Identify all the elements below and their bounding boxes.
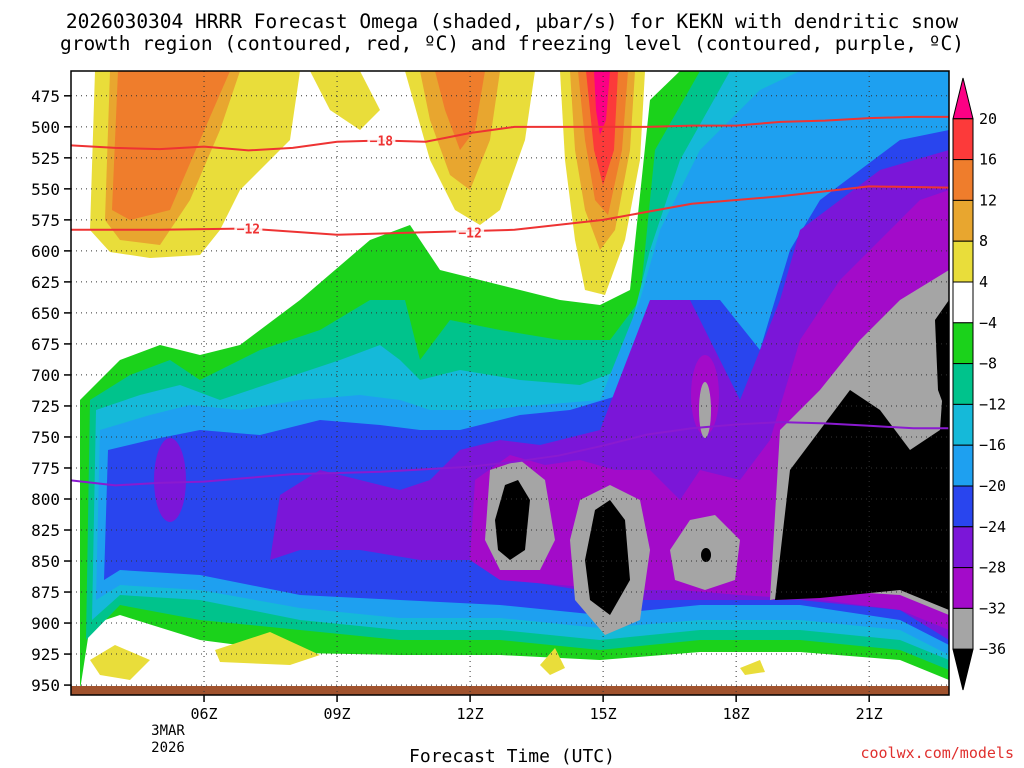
x-tick-label: 15Z xyxy=(590,705,617,723)
y-tick-label: 575 xyxy=(31,211,60,230)
chart-title-line1: 2026030304 HRRR Forecast Omega (shaded, … xyxy=(65,10,959,33)
y-tick-label: 725 xyxy=(31,397,60,416)
y-tick-label: 925 xyxy=(31,645,60,664)
omega-band xyxy=(935,300,949,420)
colorbar-swatch xyxy=(952,607,974,650)
dgz-minus18-label-bg xyxy=(367,133,396,148)
colorbar-label: −16 xyxy=(979,436,1006,454)
dgz-minus18-contour xyxy=(71,115,949,152)
omega-band xyxy=(90,645,150,680)
omega-core xyxy=(701,548,711,562)
colorbar-swatch xyxy=(952,240,974,283)
omega-band xyxy=(594,71,610,135)
colorbar-label: 8 xyxy=(979,232,988,250)
y-tick-label: 825 xyxy=(31,521,60,540)
y-tick-label: 800 xyxy=(31,490,60,509)
freezing-level-contour xyxy=(71,421,949,487)
colorbar-label: 20 xyxy=(979,110,997,128)
colorbar-label: 4 xyxy=(979,273,988,291)
colorbar-swatch xyxy=(952,281,974,324)
colorbar: 20 16 12 8 4 −4 −8 −12 −16 −20 −24 −28 −32 −36 xyxy=(952,77,1006,691)
omega-band xyxy=(435,71,485,150)
dgz-minus18-label: −18 xyxy=(370,134,394,149)
y-tick-label: 550 xyxy=(31,180,60,199)
dgz-minus12-label-1-bg xyxy=(234,221,263,236)
omega-band xyxy=(740,660,765,675)
contour-lines xyxy=(71,115,949,487)
dgz-minus12-contour xyxy=(71,185,949,236)
y-tick-label: 475 xyxy=(31,87,60,106)
plot-frame xyxy=(70,70,950,696)
dgz-minus12-label-2-bg xyxy=(456,225,485,240)
colorbar-label: −12 xyxy=(979,395,1006,413)
x-tick-label: 09Z xyxy=(324,705,351,723)
colorbar-swatch xyxy=(952,648,974,691)
dgz-minus12-label-2: −12 xyxy=(458,226,481,241)
y-tick-label: 525 xyxy=(31,149,60,168)
chart-title-line2: growth region (contoured, red, ºC) and f… xyxy=(60,32,964,55)
x-axis: 06Z 09Z 12Z 15Z 18Z 21Z xyxy=(190,695,883,723)
y-tick-label: 750 xyxy=(31,428,60,447)
colorbar-label: −8 xyxy=(979,355,997,373)
omega-core xyxy=(699,382,711,438)
x-axis-title: Forecast Time (UTC) xyxy=(409,746,615,767)
colorbar-swatch xyxy=(952,199,974,242)
colorbar-swatch xyxy=(952,77,974,120)
y-tick-label: 900 xyxy=(31,614,60,633)
y-tick-label: 700 xyxy=(31,366,60,385)
colorbar-swatch xyxy=(952,567,974,609)
x-tick-label: 18Z xyxy=(723,705,750,723)
date-label-month: 3MAR xyxy=(151,723,185,739)
colorbar-label: 16 xyxy=(979,151,997,169)
y-tick-label: 600 xyxy=(31,242,60,261)
colorbar-label: −36 xyxy=(979,640,1006,658)
omega-shading xyxy=(71,71,949,695)
y-axis: 475 500 525 550 575 600 625 650 675 700 725 750 775 8… xyxy=(31,87,71,695)
contour-labels: −18 −12 −12 xyxy=(234,133,485,241)
x-tick-label: 21Z xyxy=(856,705,883,723)
omega-band xyxy=(540,648,565,675)
omega-band xyxy=(585,500,630,615)
colorbar-label: −24 xyxy=(979,518,1006,536)
credit-text: coolwx.com/models xyxy=(860,744,1014,762)
y-tick-label: 775 xyxy=(31,459,60,478)
y-tick-label: 625 xyxy=(31,273,60,292)
colorbar-swatch xyxy=(952,485,974,528)
ground-strip xyxy=(71,686,949,695)
colorbar-label: −28 xyxy=(979,559,1006,577)
colorbar-swatch xyxy=(952,526,974,569)
omega-core xyxy=(154,438,186,522)
y-tick-label: 675 xyxy=(31,335,60,354)
colorbar-swatch xyxy=(952,322,974,365)
colorbar-label: −32 xyxy=(979,599,1006,617)
x-tick-label: 12Z xyxy=(457,705,484,723)
omega-band xyxy=(112,71,230,220)
colorbar-swatch xyxy=(952,444,974,487)
colorbar-swatch xyxy=(952,403,974,446)
colorbar-label: 12 xyxy=(979,191,997,209)
y-tick-label: 850 xyxy=(31,552,60,571)
dgz-minus12-label-1: −12 xyxy=(237,223,260,238)
omega-band xyxy=(215,632,320,665)
colorbar-swatch xyxy=(952,159,974,201)
y-tick-label: 875 xyxy=(31,583,60,602)
x-tick-label: 06Z xyxy=(190,705,217,723)
colorbar-swatch xyxy=(952,363,974,405)
colorbar-label: −20 xyxy=(979,477,1006,495)
omega-band xyxy=(310,71,380,130)
y-tick-label: 650 xyxy=(31,304,60,323)
date-label-year: 2026 xyxy=(151,740,185,756)
y-tick-label: 950 xyxy=(31,676,60,695)
colorbar-label: −4 xyxy=(979,314,997,332)
omega-band xyxy=(495,480,530,560)
colorbar-swatch xyxy=(952,118,974,161)
y-tick-label: 500 xyxy=(31,118,60,137)
omega-band xyxy=(775,300,949,610)
grid-lines xyxy=(71,71,949,695)
